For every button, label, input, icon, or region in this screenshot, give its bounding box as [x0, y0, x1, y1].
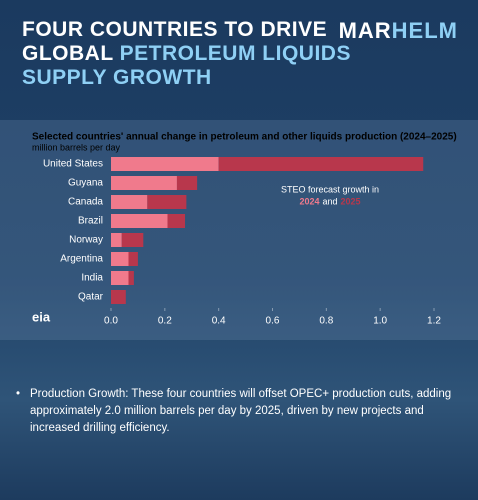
bar-segment	[111, 233, 122, 247]
chart-panel	[0, 120, 478, 340]
y-tick-label: Argentina	[60, 254, 103, 265]
legend-entry: 2025	[341, 196, 361, 206]
annotation: STEO forecast growth in	[281, 184, 379, 194]
x-tick-label: 0.6	[266, 316, 280, 327]
chart-subtitle: million barrels per day	[32, 142, 121, 152]
title-part: GLOBAL	[22, 42, 114, 65]
notes: Production Growth: These four countries …	[16, 386, 456, 437]
bar-segment	[167, 214, 186, 228]
logo-part: MAR	[338, 18, 392, 43]
bar-segment	[176, 176, 198, 190]
x-tick-label: 0.2	[158, 316, 172, 327]
bar-segment	[218, 157, 424, 171]
chart-title: Selected countries' annual change in pet…	[32, 132, 457, 143]
bar-segment	[111, 195, 148, 209]
x-tick-label: 1.2	[427, 316, 441, 327]
y-tick-label: Guyana	[68, 178, 103, 189]
y-tick-label: Norway	[69, 235, 103, 246]
y-tick-label: India	[81, 273, 103, 284]
bar-segment	[111, 290, 126, 304]
bar-segment	[111, 214, 168, 228]
bar-segment	[111, 157, 219, 171]
title-line: GLOBAL PETROLEUM LIQUIDS	[22, 42, 351, 66]
y-tick-label: United States	[43, 159, 103, 170]
note: Production Growth: These four countries …	[16, 386, 456, 437]
y-tick-label: Brazil	[78, 216, 103, 227]
logo-part: HELM	[391, 18, 458, 43]
title-line: FOUR COUNTRIES TO DRIVE	[22, 18, 328, 41]
x-tick-label: 0.4	[212, 316, 226, 327]
bar-segment	[128, 252, 138, 266]
bar-segment	[111, 176, 177, 190]
x-tick-label: 0.0	[104, 316, 118, 327]
bar-segment	[121, 233, 144, 247]
bar-segment	[111, 271, 129, 285]
y-tick-label: Qatar	[78, 292, 104, 303]
annotation: and	[322, 196, 337, 206]
logo: MARHELM	[339, 18, 458, 44]
bar-segment	[111, 252, 129, 266]
bar-segment	[128, 271, 134, 285]
x-tick-label: 1.0	[373, 316, 387, 327]
title-line: SUPPLY GROWTH	[22, 66, 212, 89]
bar-segment	[147, 195, 187, 209]
legend-entry: 2024	[299, 196, 319, 206]
source-logo: eia	[32, 309, 51, 324]
x-tick-label: 0.8	[319, 316, 333, 327]
title-part: PETROLEUM LIQUIDS	[119, 42, 351, 65]
y-tick-label: Canada	[68, 197, 103, 208]
